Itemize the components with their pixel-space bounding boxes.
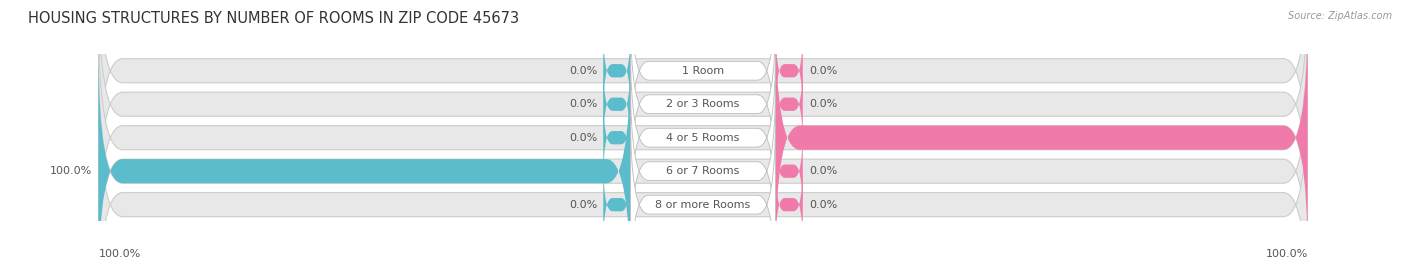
Text: 6 or 7 Rooms: 6 or 7 Rooms [666, 166, 740, 176]
Text: HOUSING STRUCTURES BY NUMBER OF ROOMS IN ZIP CODE 45673: HOUSING STRUCTURES BY NUMBER OF ROOMS IN… [28, 11, 519, 26]
FancyBboxPatch shape [776, 16, 1308, 259]
FancyBboxPatch shape [776, 61, 803, 148]
FancyBboxPatch shape [776, 128, 803, 215]
FancyBboxPatch shape [776, 161, 803, 248]
Text: 2 or 3 Rooms: 2 or 3 Rooms [666, 99, 740, 109]
Text: 0.0%: 0.0% [808, 200, 837, 210]
Text: 0.0%: 0.0% [569, 133, 598, 143]
FancyBboxPatch shape [630, 47, 776, 229]
FancyBboxPatch shape [98, 49, 1308, 270]
Text: 100.0%: 100.0% [1313, 133, 1355, 143]
Text: 0.0%: 0.0% [808, 99, 837, 109]
Text: 0.0%: 0.0% [569, 99, 598, 109]
Text: 0.0%: 0.0% [808, 166, 837, 176]
Text: 1 Room: 1 Room [682, 66, 724, 76]
Text: 4 or 5 Rooms: 4 or 5 Rooms [666, 133, 740, 143]
FancyBboxPatch shape [98, 49, 630, 270]
FancyBboxPatch shape [98, 0, 1308, 226]
FancyBboxPatch shape [630, 13, 776, 195]
FancyBboxPatch shape [98, 83, 1308, 270]
Text: 8 or more Rooms: 8 or more Rooms [655, 200, 751, 210]
FancyBboxPatch shape [603, 161, 630, 248]
FancyBboxPatch shape [630, 80, 776, 262]
Text: 0.0%: 0.0% [569, 66, 598, 76]
Text: 100.0%: 100.0% [98, 249, 141, 259]
FancyBboxPatch shape [603, 61, 630, 148]
FancyBboxPatch shape [98, 0, 1308, 193]
FancyBboxPatch shape [98, 16, 1308, 259]
Text: 0.0%: 0.0% [569, 200, 598, 210]
FancyBboxPatch shape [776, 27, 803, 114]
Text: Source: ZipAtlas.com: Source: ZipAtlas.com [1288, 11, 1392, 21]
Text: 0.0%: 0.0% [808, 66, 837, 76]
FancyBboxPatch shape [630, 114, 776, 270]
Text: 100.0%: 100.0% [51, 166, 93, 176]
FancyBboxPatch shape [603, 27, 630, 114]
FancyBboxPatch shape [603, 94, 630, 181]
Text: 100.0%: 100.0% [1265, 249, 1308, 259]
FancyBboxPatch shape [630, 0, 776, 162]
